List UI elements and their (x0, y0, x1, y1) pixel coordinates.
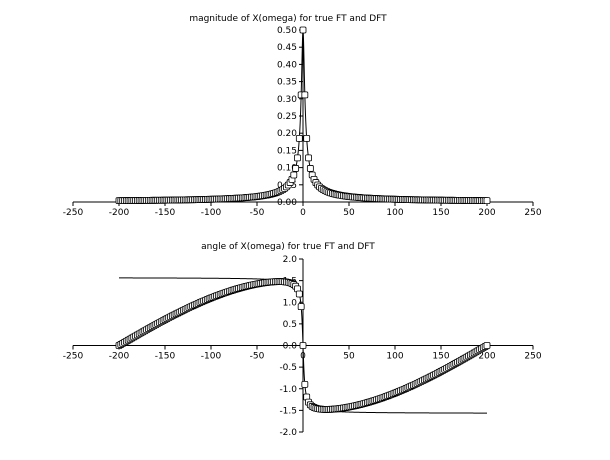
x-tick-label: -200 (109, 352, 130, 362)
x-tick-label: -250 (63, 352, 84, 362)
y-tick-label: 0.40 (277, 60, 297, 70)
dft-marker (295, 290, 303, 298)
y-tick-label: 0.30 (277, 95, 297, 105)
dft-marker (305, 154, 312, 162)
dft-marker (483, 342, 491, 349)
dft-series (115, 278, 491, 413)
dft-marker (294, 154, 301, 162)
magnitude-chart: magnitude of X(omega) for true FT and DF… (63, 14, 542, 218)
y-tick-label: 0.50 (277, 26, 297, 36)
x-tick-label: -50 (250, 208, 265, 218)
dft-series (115, 26, 491, 205)
x-tick-label: -200 (109, 208, 130, 218)
dft-marker (295, 135, 303, 142)
x-tick-label: 0 (300, 208, 306, 218)
y-tick-label: 0.20 (277, 129, 297, 139)
dft-marker (292, 165, 300, 172)
dft-marker (299, 26, 307, 34)
dft-marker (303, 135, 311, 142)
chart-title: magnitude of X(omega) for true FT and DF… (189, 14, 387, 24)
y-tick-label: 0.10 (277, 164, 297, 174)
x-tick-label: 200 (478, 208, 495, 218)
dft-marker (299, 342, 307, 349)
x-tick-label: -100 (201, 352, 222, 362)
dft-marker (483, 197, 491, 205)
dft-marker (301, 91, 309, 99)
x-tick-label: -150 (155, 352, 176, 362)
y-tick-label: 0.45 (277, 43, 297, 53)
x-tick-label: -50 (250, 352, 265, 362)
dft-marker (290, 171, 298, 179)
x-tick-label: 50 (343, 208, 355, 218)
x-tick-label: 100 (386, 208, 403, 218)
y-tick-label: 2.0 (283, 255, 298, 265)
x-tick-label: 250 (524, 208, 541, 218)
x-tick-label: -250 (63, 208, 84, 218)
y-tick-label: -1.5 (279, 406, 297, 416)
y-tick-label: -2.0 (279, 428, 297, 438)
dft-marker (301, 380, 309, 388)
y-tick-label: -1.0 (279, 385, 297, 395)
angle-chart: angle of X(omega) for true FT and DFT -2… (63, 242, 542, 438)
x-tick-label: 150 (432, 208, 449, 218)
x-tick-label: 150 (432, 352, 449, 362)
x-tick-label: -150 (155, 208, 176, 218)
x-tick-label: 100 (386, 352, 403, 362)
x-tick-label: 250 (524, 352, 541, 362)
x-tick-label: -100 (201, 208, 222, 218)
y-tick-label: 0.5 (283, 320, 297, 330)
y-tick-label: 0.25 (277, 112, 297, 122)
dft-marker (297, 303, 305, 311)
dft-marker (306, 165, 314, 172)
chart-title: angle of X(omega) for true FT and DFT (201, 242, 375, 252)
y-tick-label: 0.15 (277, 146, 297, 156)
y-tick-label: 0.00 (277, 198, 297, 208)
y-tick-label: 1.0 (283, 298, 298, 308)
x-tick-label: 200 (478, 352, 495, 362)
y-tick-label: 0.0 (283, 342, 298, 352)
y-tick-label: 0.35 (277, 78, 297, 88)
y-tick-label: -0.5 (279, 363, 297, 373)
x-tick-label: 50 (343, 352, 355, 362)
